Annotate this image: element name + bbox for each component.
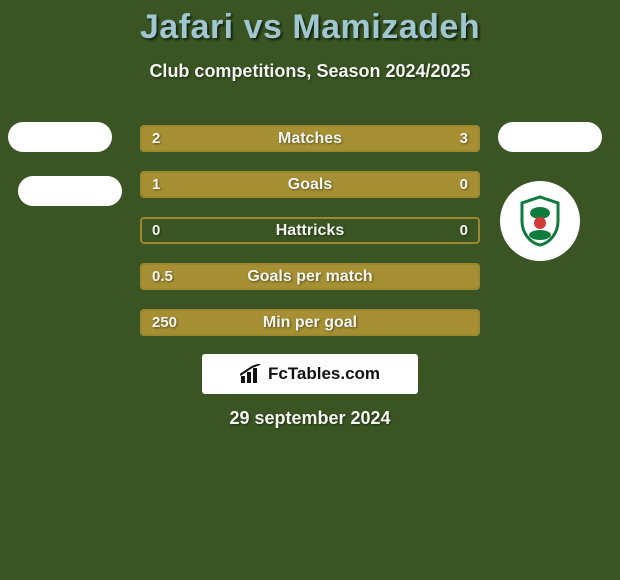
bar-value-right: 0 xyxy=(450,219,478,242)
bar-row: 0 0Hattricks xyxy=(140,217,480,244)
bar-row: 10Goals xyxy=(140,171,480,198)
bar-row: 0.5Goals per match xyxy=(140,263,480,290)
bar-row: 250Min per goal xyxy=(140,309,480,336)
player-left-avatar-2 xyxy=(18,176,122,206)
brand-box[interactable]: FcTables.com xyxy=(202,354,418,394)
comparison-bars: 23Matches 10Goals 0 0Hattricks 0.5Goals per … xyxy=(140,125,480,355)
date-label: 29 september 2024 xyxy=(0,408,620,429)
player-right-avatar-1 xyxy=(498,122,602,152)
bar-label: Hattricks xyxy=(142,219,478,242)
bar-segment-right xyxy=(276,127,478,150)
brand-text: FcTables.com xyxy=(268,364,380,384)
bar-row: 23Matches xyxy=(140,125,480,152)
comparison-card: Jafari vs Mamizadeh Club competitions, S… xyxy=(0,0,620,580)
bar-segment-right xyxy=(411,173,478,196)
bar-segment-left xyxy=(142,311,478,334)
bar-value-left: 0 xyxy=(142,219,170,242)
bar-segment-left xyxy=(142,265,478,288)
club-crest-icon xyxy=(512,193,568,249)
bar-segment-left xyxy=(142,127,276,150)
subtitle: Club competitions, Season 2024/2025 xyxy=(0,61,620,82)
player-left-avatar-1 xyxy=(8,122,112,152)
page-title: Jafari vs Mamizadeh xyxy=(0,0,620,47)
brand-chart-icon xyxy=(240,364,262,384)
bar-segment-left xyxy=(142,173,411,196)
club-badge xyxy=(500,181,580,261)
